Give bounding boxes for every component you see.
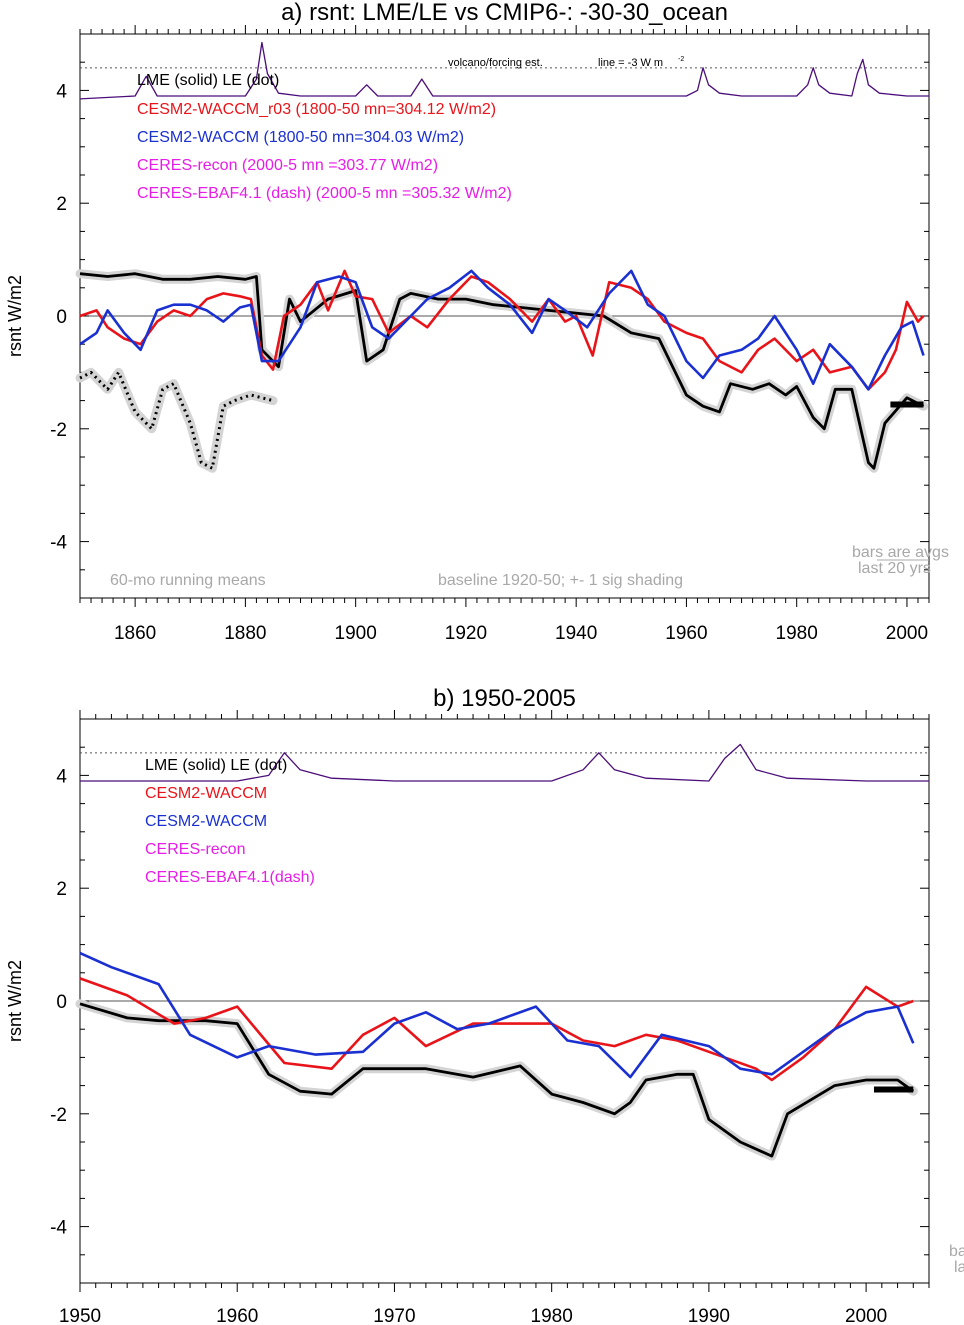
legend-entry: CERES-recon [145, 841, 245, 858]
series-line [79, 272, 925, 470]
series-shading [75, 269, 928, 473]
series-line [79, 41, 929, 100]
legend-entry: CESM2-WACCM [145, 785, 267, 802]
legend-entry: CERES-EBAF4.1 (dash) (2000-5 mn =305.32 … [137, 185, 512, 202]
annotation-bars2: last 20 yrs [858, 560, 931, 577]
annotation-volcano: volcano/forcing est. [448, 57, 543, 69]
series-line [79, 977, 914, 1082]
y-tick-label: 2 [56, 879, 67, 900]
series-line [79, 951, 915, 1079]
y-tick-label: 2 [56, 194, 67, 215]
annotation-baseline: baseline 1920-50; +- 1 sig shading [438, 572, 683, 589]
x-tick-label: 1900 [335, 623, 377, 644]
x-tick-label: 2000 [845, 1306, 887, 1325]
y-tick-label: 0 [56, 307, 67, 328]
y-tick-label: 4 [56, 766, 67, 787]
series-line [80, 743, 929, 782]
y-axis-label: rsnt W/m2 [5, 275, 25, 357]
legend-entry: CESM2-WACCM_r03 (1800-50 mn=304.12 W/m2) [137, 101, 496, 118]
x-tick-label: 1950 [59, 1306, 101, 1325]
x-tick-label: 1880 [224, 623, 266, 644]
x-tick-label: 1940 [555, 623, 597, 644]
legend-entry: CESM2-WACCM (1800-50 mn=304.03 W/m2) [137, 129, 464, 146]
series-line [79, 269, 925, 391]
x-tick-label: 2000 [886, 623, 928, 644]
series-shading [75, 999, 918, 1161]
panel-a: a) rsnt: LME/LE vs CMIP6-: -30-30_oceanr… [5, 0, 949, 644]
legend-entry: CERES-EBAF4.1(dash) [145, 869, 315, 886]
annotation-running: 60-mo running means [110, 572, 266, 589]
legend-entry: CESM2-WACCM [145, 813, 267, 830]
series-line [79, 370, 274, 470]
y-tick-label: 0 [56, 992, 67, 1013]
x-tick-label: 1980 [531, 1306, 573, 1325]
panel-b: b) 1950-2005 rsnt W/m2 -4 -2 0 2 4 1950 1960 1970… [5, 685, 964, 1325]
annotation-bars1: ba [949, 1243, 964, 1260]
y-tick-label: 4 [56, 81, 67, 102]
annotation-bars1: bars are avgs [852, 544, 949, 561]
annotation-line-note: line = -3 W m [598, 57, 663, 69]
annotation-bars2: la [954, 1259, 964, 1276]
series-line [79, 269, 925, 391]
chart-title: a) rsnt: LME/LE vs CMIP6-: -30-30_ocean [281, 0, 728, 26]
x-tick-label: 1960 [665, 623, 707, 644]
y-tick-label: -4 [50, 1218, 67, 1239]
chart-title: b) 1950-2005 [433, 685, 576, 712]
legend-entry: LME (solid) LE (dot) [145, 757, 287, 774]
x-tick-label: 1860 [114, 623, 156, 644]
series-shading [75, 367, 278, 473]
legend-entry: CERES-recon (2000-5 mn =303.77 W/m2) [137, 157, 438, 174]
y-tick-label: -2 [50, 1105, 67, 1126]
annotation-line-note-sup: -2 [678, 56, 684, 63]
y-tick-label: -2 [50, 420, 67, 441]
x-tick-label: 1920 [445, 623, 487, 644]
x-tick-label: 1980 [776, 623, 818, 644]
x-tick-label: 1970 [373, 1306, 415, 1325]
x-tick-label: 1960 [216, 1306, 258, 1325]
y-axis-label: rsnt W/m2 [5, 960, 25, 1042]
series-line [79, 1002, 915, 1158]
legend-entry: LME (solid) LE (dot) [137, 72, 279, 89]
y-tick-label: -4 [50, 533, 67, 554]
x-tick-label: 1990 [688, 1306, 730, 1325]
